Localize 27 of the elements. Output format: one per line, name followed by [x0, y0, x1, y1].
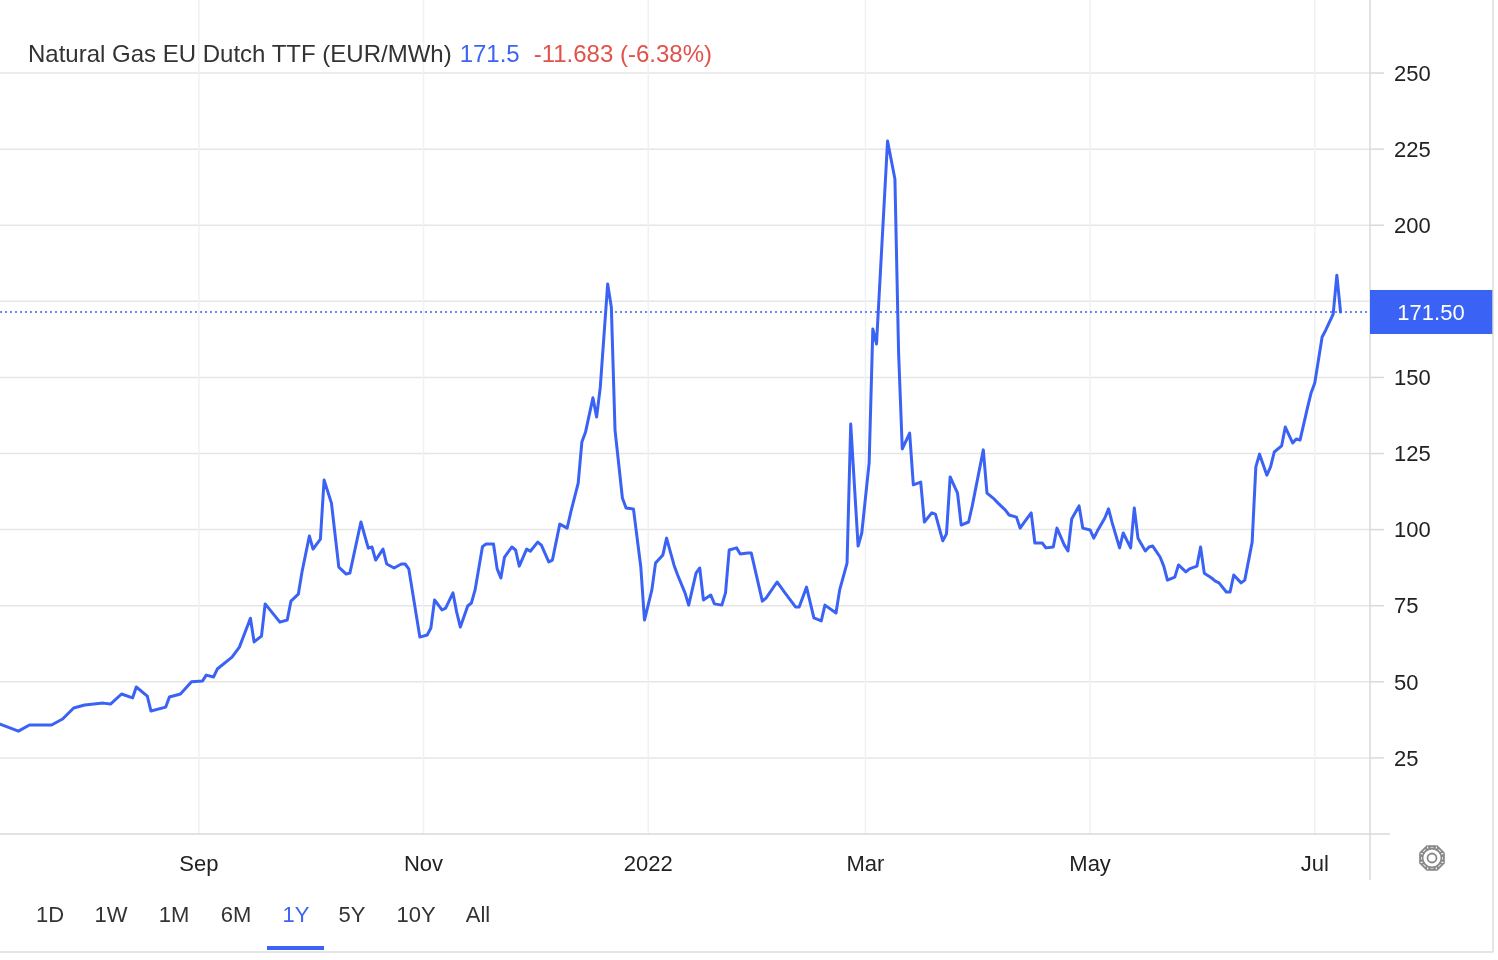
y-tick-label: 150	[1394, 365, 1431, 391]
ref-line-label: 171.50	[1397, 299, 1465, 325]
y-tick-label: 50	[1394, 669, 1419, 695]
y-tick-label: 200	[1394, 212, 1431, 238]
x-tick-label: May	[1069, 851, 1111, 876]
text: 1Y	[282, 902, 310, 927]
text: 1M	[158, 902, 190, 927]
text: 5Y	[338, 902, 366, 927]
y-tick-label: 75	[1394, 593, 1419, 619]
text: All	[465, 902, 491, 927]
annotation: 171.5	[459, 40, 520, 67]
annotation: -11.683 (-6.38%)	[533, 40, 712, 67]
y-tick-label: 250	[1394, 60, 1431, 86]
text: 1W	[94, 902, 128, 927]
text: 1D	[35, 902, 65, 927]
x-tick-label: Mar	[846, 851, 885, 876]
x-tick-label: Sep	[179, 851, 219, 876]
x-tick-label: Jul	[1300, 851, 1329, 876]
text: 10Y	[396, 902, 436, 927]
y-tick-label: 125	[1394, 441, 1431, 467]
x-tick-label: 2022	[623, 851, 673, 876]
text: Natural Gas EU Dutch TTF (EUR/MWh)	[28, 40, 452, 67]
y-tick-label: 225	[1394, 136, 1431, 162]
x-tick-label: Nov	[403, 851, 444, 876]
y-tick-label: 25	[1394, 745, 1419, 771]
y-tick-label: 100	[1394, 517, 1431, 543]
text: 6M	[220, 902, 252, 927]
